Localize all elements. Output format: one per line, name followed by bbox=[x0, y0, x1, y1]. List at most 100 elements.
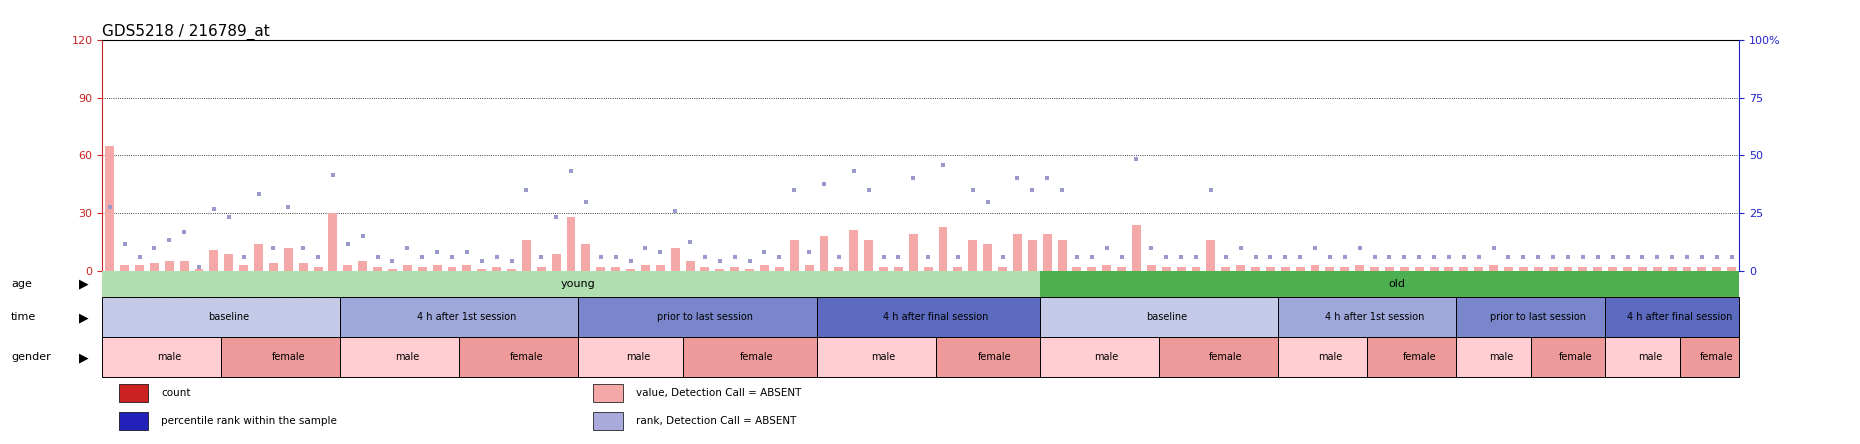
Point bbox=[601, 254, 631, 261]
Point bbox=[199, 206, 229, 213]
Text: 4 h after 1st session: 4 h after 1st session bbox=[1324, 313, 1425, 322]
Bar bbox=[612, 267, 619, 271]
Bar bbox=[285, 248, 292, 271]
Bar bbox=[552, 254, 560, 271]
Text: baseline: baseline bbox=[208, 313, 249, 322]
Bar bbox=[1605, 337, 1680, 377]
Bar bbox=[1267, 267, 1274, 271]
Point bbox=[973, 198, 1003, 205]
Bar bbox=[1594, 267, 1601, 271]
Point bbox=[631, 244, 660, 251]
Point bbox=[690, 254, 720, 261]
Bar bbox=[1040, 297, 1278, 337]
Point bbox=[318, 171, 348, 178]
Point bbox=[913, 254, 943, 261]
Bar bbox=[657, 265, 664, 271]
Point bbox=[839, 167, 869, 174]
Bar bbox=[1356, 265, 1363, 271]
Bar bbox=[314, 267, 322, 271]
Bar bbox=[508, 269, 515, 271]
Bar bbox=[102, 297, 340, 337]
Bar bbox=[835, 267, 843, 271]
Text: count: count bbox=[162, 388, 192, 398]
Bar bbox=[817, 297, 1040, 337]
Point bbox=[1464, 254, 1494, 261]
Bar bbox=[1401, 267, 1408, 271]
Bar bbox=[716, 269, 724, 271]
Bar bbox=[1605, 297, 1739, 337]
Text: time: time bbox=[11, 313, 37, 322]
Point bbox=[764, 254, 794, 261]
Bar bbox=[731, 267, 738, 271]
Point bbox=[392, 244, 422, 251]
Bar bbox=[166, 261, 173, 271]
Point bbox=[1583, 254, 1613, 261]
Bar bbox=[1386, 267, 1393, 271]
Bar bbox=[1040, 337, 1159, 377]
Point bbox=[1032, 175, 1062, 182]
Bar bbox=[1531, 337, 1605, 377]
Point bbox=[675, 238, 705, 246]
Point bbox=[869, 254, 898, 261]
Bar bbox=[1534, 267, 1542, 271]
Bar bbox=[1192, 267, 1200, 271]
Bar bbox=[1505, 267, 1512, 271]
Point bbox=[1702, 254, 1732, 261]
Bar bbox=[805, 265, 813, 271]
Point bbox=[497, 258, 526, 265]
Point bbox=[1613, 254, 1642, 261]
Bar bbox=[102, 337, 221, 377]
Bar bbox=[776, 267, 783, 271]
Bar bbox=[936, 337, 1040, 377]
Bar bbox=[340, 297, 578, 337]
Bar bbox=[1296, 267, 1304, 271]
Text: female: female bbox=[740, 353, 774, 362]
Point bbox=[512, 186, 541, 194]
Bar bbox=[221, 337, 340, 377]
Text: male: male bbox=[1488, 353, 1514, 362]
Bar bbox=[1460, 267, 1468, 271]
Point bbox=[422, 248, 452, 255]
Point bbox=[1553, 254, 1583, 261]
Bar bbox=[119, 384, 149, 402]
Point bbox=[1657, 254, 1687, 261]
Point bbox=[1672, 254, 1702, 261]
Bar bbox=[1159, 337, 1278, 377]
Point bbox=[616, 258, 645, 265]
Text: male: male bbox=[394, 353, 420, 362]
Point bbox=[1256, 254, 1285, 261]
Point bbox=[735, 258, 764, 265]
Point bbox=[467, 258, 497, 265]
Bar bbox=[984, 244, 991, 271]
Point bbox=[348, 233, 378, 240]
Bar bbox=[582, 244, 590, 271]
Bar bbox=[1073, 267, 1081, 271]
Point bbox=[1642, 254, 1672, 261]
Point bbox=[750, 248, 779, 255]
Point bbox=[1508, 254, 1538, 261]
Point bbox=[586, 254, 616, 261]
Text: 4 h after final session: 4 h after final session bbox=[1628, 313, 1732, 322]
Bar bbox=[1148, 265, 1155, 271]
Point bbox=[1196, 186, 1226, 194]
Text: male: male bbox=[870, 353, 897, 362]
Point bbox=[140, 244, 169, 251]
Bar bbox=[448, 267, 456, 271]
Point bbox=[407, 254, 437, 261]
Bar bbox=[523, 240, 530, 271]
Bar bbox=[1456, 297, 1605, 337]
Bar bbox=[1639, 267, 1646, 271]
Bar bbox=[1445, 267, 1453, 271]
Text: male: male bbox=[156, 353, 182, 362]
Bar bbox=[1456, 337, 1531, 377]
Point bbox=[1122, 156, 1151, 163]
Point bbox=[452, 248, 482, 255]
Bar bbox=[578, 337, 683, 377]
Point bbox=[884, 254, 913, 261]
Text: ▶: ▶ bbox=[78, 351, 89, 364]
Point bbox=[1628, 254, 1657, 261]
Point bbox=[1151, 254, 1181, 261]
Bar bbox=[850, 230, 857, 271]
Bar bbox=[1133, 225, 1140, 271]
Bar bbox=[344, 265, 352, 271]
